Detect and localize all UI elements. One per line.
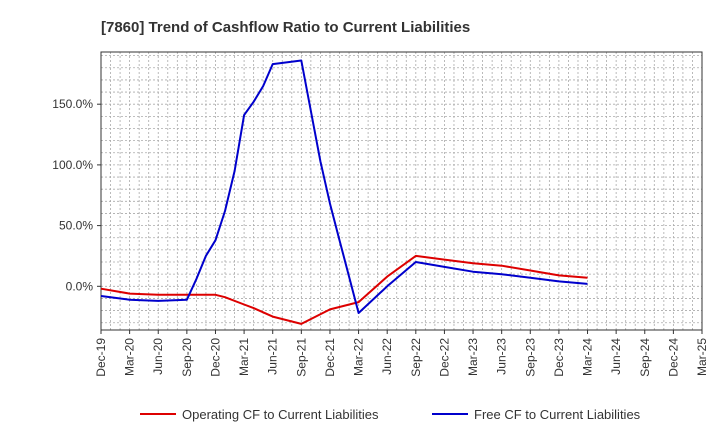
plot-frame — [100, 51, 703, 331]
x-tick-label: Sep-23 — [523, 338, 537, 377]
x-tick-label: Mar-25 — [695, 338, 709, 376]
x-tick-label: Mar-23 — [466, 338, 480, 376]
y-tick-labels: 0.0% 50.0% 100.0% 150.0% — [52, 97, 101, 293]
x-tick-labels: Dec-19 Mar-20 Jun-20 Sep-20 Dec-20 Mar-21 Jun-… — [94, 330, 709, 377]
y-tick-label: 100.0% — [52, 158, 93, 172]
x-tick-label: Sep-21 — [294, 338, 308, 377]
x-tick-label: Mar-24 — [581, 338, 595, 376]
legend-label-operating-cf: Operating CF to Current Liabilities — [182, 407, 379, 422]
y-tick-label: 50.0% — [59, 219, 93, 233]
grid-lines — [100, 52, 703, 330]
x-tick-label: Mar-21 — [237, 338, 251, 376]
series-lines — [100, 59, 588, 325]
x-tick-label: Jun-23 — [495, 338, 509, 375]
axes — [100, 51, 703, 331]
y-tick-label: 0.0% — [66, 279, 94, 293]
x-tick-label: Jun-24 — [609, 338, 623, 375]
x-tick-label: Dec-24 — [666, 338, 680, 377]
y-tick-label: 150.0% — [52, 97, 93, 111]
x-tick-label: Sep-24 — [638, 338, 652, 377]
x-tick-label: Jun-20 — [151, 338, 165, 375]
legend: Operating CF to Current Liabilities Free… — [140, 407, 641, 422]
x-tick-label: Mar-20 — [123, 338, 137, 376]
x-tick-label: Dec-20 — [208, 338, 222, 377]
legend-label-free-cf: Free CF to Current Liabilities — [474, 407, 641, 422]
series-line-operating-cf — [100, 254, 588, 325]
x-tick-label: Mar-22 — [352, 338, 366, 376]
x-tick-label: Jun-22 — [380, 338, 394, 375]
x-tick-label: Dec-21 — [323, 338, 337, 377]
x-tick-label: Sep-22 — [409, 338, 423, 377]
series-line-free-cf — [100, 59, 588, 314]
x-tick-label: Jun-21 — [266, 338, 280, 375]
legend-item-operating-cf: Operating CF to Current Liabilities — [140, 407, 379, 422]
x-tick-label: Dec-22 — [437, 338, 451, 377]
x-tick-label: Sep-20 — [180, 338, 194, 377]
legend-item-free-cf: Free CF to Current Liabilities — [432, 407, 641, 422]
chart-title: [7860] Trend of Cashflow Ratio to Curren… — [101, 19, 470, 36]
x-tick-label: Dec-23 — [552, 338, 566, 377]
x-tick-label: Dec-19 — [94, 338, 108, 377]
